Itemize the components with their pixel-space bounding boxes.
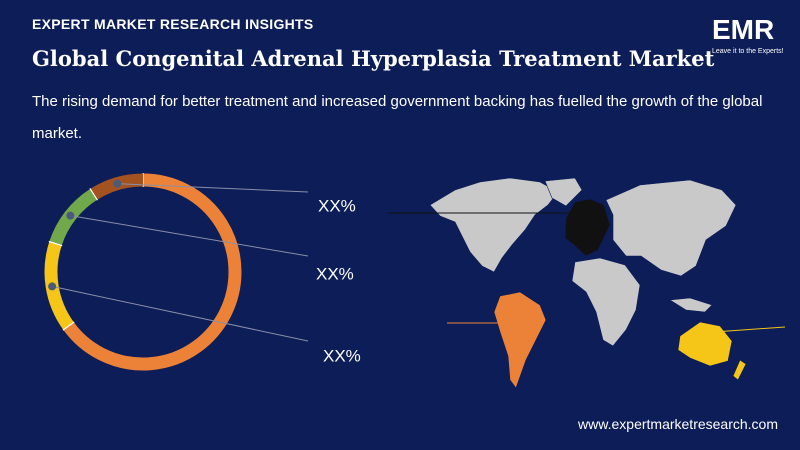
leader-line (70, 215, 309, 257)
leader-line (52, 285, 309, 342)
asia (605, 179, 737, 277)
annotation: XX% (323, 346, 361, 365)
north-america (429, 177, 559, 273)
europe (564, 198, 611, 257)
australia (677, 321, 733, 367)
leader-line (699, 326, 786, 334)
chart-title: Global Congenital Adrenal Hyperplasia Tr… (32, 46, 715, 71)
greenland (544, 177, 583, 207)
donut-segment (63, 173, 242, 371)
website: www.expertmarketresearch.com (578, 416, 778, 432)
leader-dot (113, 179, 122, 188)
leader-line (117, 183, 309, 193)
annotation: XX% (318, 196, 356, 215)
new-zealand (732, 359, 747, 381)
brand: EXPERT MARKET RESEARCH INSIGHTS (32, 16, 314, 32)
south-america (493, 291, 547, 389)
annotation: XX% (316, 264, 354, 283)
world-map (388, 177, 786, 389)
logo-tagline: Leave it to the Experts! (712, 48, 784, 55)
segment-divider (89, 188, 98, 201)
leader-dot (48, 282, 57, 291)
segment-divider (62, 321, 75, 331)
logo: EMR (712, 14, 775, 45)
subtitle: The rising demand for better treatment a… (32, 93, 763, 142)
leader-dot (66, 211, 75, 220)
africa (571, 257, 641, 347)
indonesia (669, 297, 713, 313)
segment-divider (48, 240, 63, 247)
